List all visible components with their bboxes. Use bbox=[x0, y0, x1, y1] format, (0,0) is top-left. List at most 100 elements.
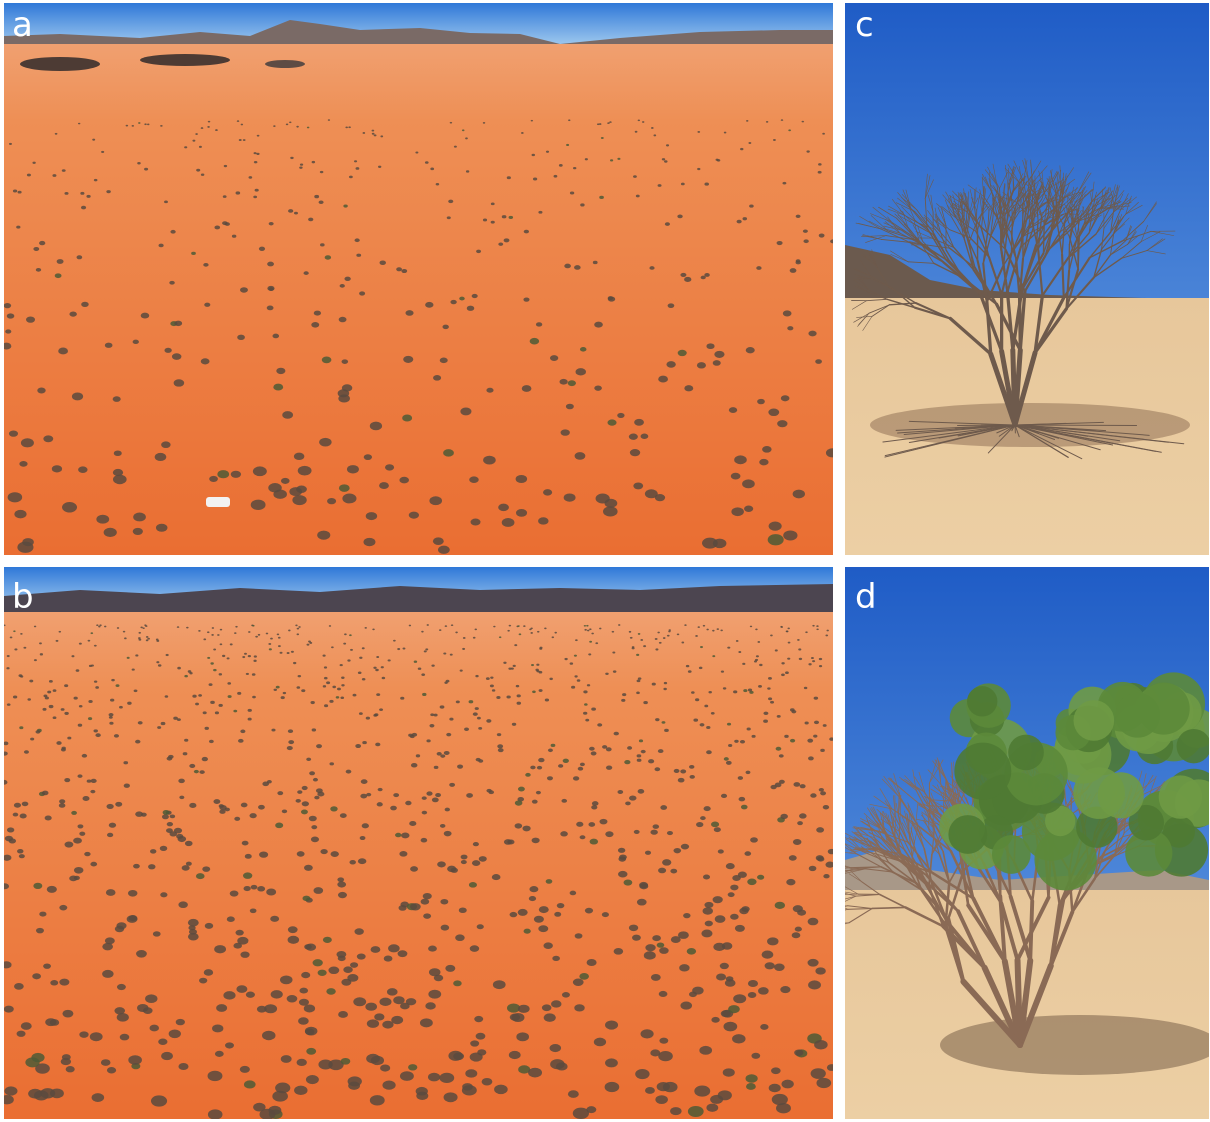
shrub bbox=[56, 259, 64, 264]
shrub bbox=[253, 195, 258, 199]
shrub bbox=[4, 1095, 14, 1105]
branch bbox=[860, 826, 883, 833]
shrub bbox=[427, 1072, 441, 1082]
shrub bbox=[532, 177, 538, 181]
shrub bbox=[687, 1105, 704, 1117]
shrub bbox=[804, 721, 809, 725]
shrub bbox=[157, 726, 162, 729]
branch bbox=[1041, 171, 1045, 192]
shrub bbox=[200, 127, 204, 129]
branch bbox=[856, 853, 882, 868]
shrub bbox=[799, 813, 807, 819]
shrub bbox=[322, 685, 327, 688]
shrub bbox=[768, 521, 782, 531]
shrub bbox=[787, 657, 791, 660]
shrub bbox=[359, 656, 363, 659]
shrub bbox=[517, 1004, 530, 1013]
branch bbox=[899, 210, 914, 224]
shrub bbox=[64, 841, 74, 848]
shrub bbox=[272, 333, 280, 339]
shrub bbox=[470, 1040, 480, 1047]
shrub bbox=[645, 1087, 655, 1094]
shrub bbox=[144, 167, 149, 171]
shrub bbox=[591, 805, 598, 810]
shrub bbox=[817, 170, 822, 174]
shrub bbox=[413, 660, 418, 663]
branch bbox=[914, 219, 934, 236]
shrub bbox=[361, 677, 366, 681]
branch bbox=[898, 796, 919, 827]
shrub bbox=[43, 963, 51, 969]
branch bbox=[974, 187, 977, 208]
shrub bbox=[308, 217, 314, 222]
shrub bbox=[655, 648, 659, 651]
shrub bbox=[698, 666, 703, 670]
shrub bbox=[518, 1065, 531, 1074]
shrub bbox=[808, 865, 817, 872]
shrub bbox=[318, 1059, 333, 1070]
branch bbox=[915, 231, 933, 239]
branch bbox=[1121, 250, 1148, 259]
shrub bbox=[396, 267, 402, 272]
shrub bbox=[39, 653, 44, 656]
shrub bbox=[345, 769, 352, 774]
branch bbox=[845, 891, 859, 895]
branch bbox=[951, 781, 956, 810]
branch bbox=[1043, 201, 1049, 224]
shrub bbox=[189, 672, 193, 675]
branch bbox=[1115, 217, 1130, 231]
shrub bbox=[219, 628, 223, 631]
shrub bbox=[586, 684, 591, 687]
shrub bbox=[584, 907, 594, 914]
shrub bbox=[332, 685, 337, 689]
shrub bbox=[273, 688, 278, 691]
shrub bbox=[391, 1015, 404, 1025]
branch bbox=[1140, 224, 1148, 242]
shrub bbox=[770, 784, 777, 790]
shrub bbox=[161, 1051, 173, 1061]
shrub bbox=[365, 716, 371, 720]
shrub bbox=[791, 932, 801, 939]
shrub bbox=[801, 120, 805, 123]
branch bbox=[875, 853, 902, 862]
shrub bbox=[574, 1004, 585, 1012]
shrub bbox=[339, 813, 347, 818]
branch bbox=[998, 203, 1007, 220]
shrub bbox=[187, 670, 192, 673]
branch bbox=[853, 280, 869, 290]
shrub bbox=[506, 176, 511, 180]
shrub bbox=[802, 229, 808, 233]
leaf-cluster bbox=[1176, 728, 1209, 764]
shrub bbox=[574, 675, 578, 678]
shrub bbox=[223, 164, 228, 168]
branch bbox=[1048, 206, 1062, 219]
branch bbox=[1113, 831, 1120, 857]
shrub bbox=[478, 759, 484, 763]
shrub bbox=[814, 1039, 828, 1050]
shrub bbox=[515, 474, 528, 484]
shrub bbox=[35, 267, 42, 272]
shrub bbox=[203, 969, 214, 976]
shrub bbox=[425, 301, 434, 308]
branch bbox=[1020, 226, 1043, 238]
branch bbox=[942, 791, 945, 813]
branch bbox=[941, 208, 947, 226]
shrub bbox=[685, 664, 690, 668]
shrub bbox=[294, 1085, 308, 1096]
branch bbox=[886, 298, 916, 309]
shrub bbox=[376, 802, 383, 807]
shrub bbox=[658, 1050, 673, 1062]
shrub bbox=[337, 891, 347, 899]
shrub bbox=[825, 861, 833, 868]
branch bbox=[943, 922, 966, 984]
shrub bbox=[60, 1057, 72, 1066]
shrub bbox=[440, 924, 450, 931]
shrub bbox=[147, 123, 150, 126]
shrub bbox=[235, 929, 244, 936]
branch bbox=[1035, 214, 1050, 246]
branch bbox=[1093, 254, 1112, 279]
shrub bbox=[498, 503, 509, 512]
shrub bbox=[267, 261, 274, 267]
shrub bbox=[697, 130, 701, 133]
branch bbox=[1044, 202, 1058, 226]
